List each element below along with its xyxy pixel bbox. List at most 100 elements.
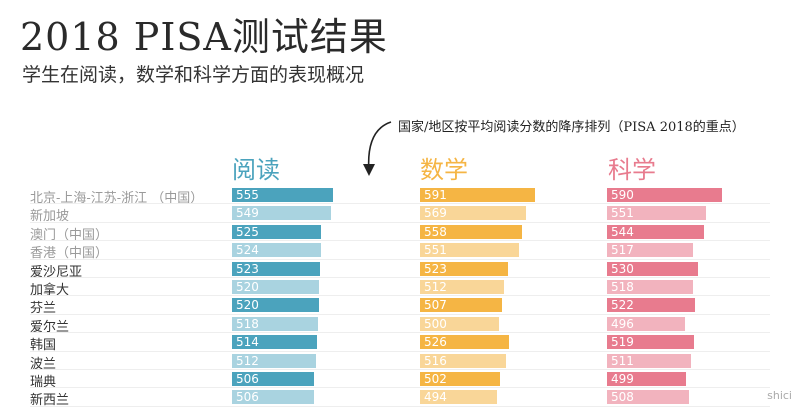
country-label: 芬兰 <box>30 301 57 317</box>
bar-value-label: 526 <box>424 335 447 350</box>
country-label: 加拿大 <box>30 282 70 298</box>
arrow-icon <box>363 121 392 176</box>
row-divider <box>30 203 770 205</box>
bar-science: 590 <box>607 188 722 202</box>
bar-reading: 549 <box>232 206 331 221</box>
bar-science: 499 <box>607 371 686 386</box>
table-row: 新西兰 506 494 508 <box>0 388 800 408</box>
country-label: 爱沙尼亚 <box>30 264 83 280</box>
bar-value-label: 499 <box>611 371 634 386</box>
bar-value-label: 530 <box>611 261 634 276</box>
country-label: 新加坡 <box>30 209 70 225</box>
row-divider <box>30 387 770 389</box>
bar-math: 500 <box>420 316 499 331</box>
bar-math: 494 <box>420 390 497 405</box>
row-divider <box>30 350 770 352</box>
bar-reading: 523 <box>232 261 320 276</box>
row-divider <box>30 368 770 370</box>
row-divider <box>30 295 770 297</box>
bar-value-label: 507 <box>424 298 447 313</box>
country-label: 澳门（中国） <box>30 227 109 243</box>
page-title: 2018 PISA测试结果 <box>20 15 388 59</box>
bar-value-label: 511 <box>611 353 634 368</box>
table-row: 爱尔兰 518 500 496 <box>0 315 800 335</box>
bar-science: 508 <box>607 390 689 405</box>
bar-science: 551 <box>607 206 706 221</box>
bar-value-label: 508 <box>611 390 634 405</box>
table-row: 澳门（中国） 525 558 544 <box>0 223 800 243</box>
bar-math: 512 <box>420 279 504 294</box>
bar-science: 511 <box>607 353 691 368</box>
bar-reading: 555 <box>232 188 333 202</box>
bar-math: 507 <box>420 298 502 313</box>
bar-value-label: 569 <box>424 206 447 221</box>
bar-value-label: 519 <box>611 335 634 350</box>
bar-value-label: 558 <box>424 224 447 239</box>
bar-reading: 520 <box>232 298 319 313</box>
bar-science: 517 <box>607 243 693 258</box>
bar-reading: 506 <box>232 371 314 386</box>
bar-value-label: 516 <box>424 353 447 368</box>
row-divider <box>30 276 770 278</box>
country-label: 爱尔兰 <box>30 319 70 335</box>
table-row: 瑞典 506 502 499 <box>0 370 800 390</box>
bar-value-label: 520 <box>236 279 259 294</box>
bar-math: 558 <box>420 224 522 239</box>
bar-value-label: 494 <box>424 390 447 405</box>
table-row: 加拿大 520 512 518 <box>0 278 800 298</box>
country-label: 北京-上海-江苏-浙江 （中国） <box>30 191 204 206</box>
bar-science: 519 <box>607 335 694 350</box>
bar-reading: 524 <box>232 243 321 258</box>
bar-value-label: 520 <box>236 298 259 313</box>
column-header-science: 科学 <box>608 156 656 184</box>
bar-value-label: 551 <box>611 206 634 221</box>
bar-math: 526 <box>420 335 509 350</box>
country-label: 瑞典 <box>30 374 57 390</box>
bar-value-label: 549 <box>236 206 259 221</box>
country-label: 韩国 <box>30 338 57 354</box>
bar-reading: 518 <box>232 316 318 331</box>
bar-value-label: 524 <box>236 243 259 258</box>
bar-value-label: 522 <box>611 298 634 313</box>
bar-reading: 514 <box>232 335 317 350</box>
bar-math: 516 <box>420 353 506 368</box>
bar-value-label: 496 <box>611 316 634 331</box>
bar-science: 544 <box>607 224 704 239</box>
bar-value-label: 500 <box>424 316 447 331</box>
bar-math: 591 <box>420 188 535 202</box>
bar-value-label: 591 <box>424 188 447 202</box>
row-divider <box>30 332 770 334</box>
table-row: 韩国 514 526 519 <box>0 333 800 354</box>
bar-value-label: 555 <box>236 188 259 202</box>
country-label: 新西兰 <box>30 393 70 408</box>
bar-value-label: 517 <box>611 243 634 258</box>
bar-math: 502 <box>420 371 500 386</box>
column-header-math: 数学 <box>420 156 468 184</box>
bar-math: 523 <box>420 261 508 276</box>
table-row: 波兰 512 516 511 <box>0 352 800 372</box>
bar-reading: 506 <box>232 390 314 405</box>
bar-value-label: 514 <box>236 335 259 350</box>
table-row: 香港（中国） 524 551 517 <box>0 241 800 262</box>
bar-value-label: 512 <box>424 279 447 294</box>
table-row: 新加坡 549 569 551 <box>0 204 800 225</box>
bar-value-label: 518 <box>236 316 259 331</box>
bar-science: 496 <box>607 316 685 331</box>
bar-math: 551 <box>420 243 519 258</box>
bar-value-label: 525 <box>236 224 259 239</box>
row-divider <box>30 221 770 223</box>
bar-reading: 512 <box>232 353 316 368</box>
column-header-reading: 阅读 <box>232 156 280 184</box>
bar-value-label: 590 <box>611 188 634 202</box>
bar-value-label: 518 <box>611 279 634 294</box>
chart-rows: 北京-上海-江苏-浙江 （中国） 555 591 590 新加坡 549 569 551 澳门（… <box>0 186 800 408</box>
bar-science: 530 <box>607 261 698 276</box>
bar-value-label: 506 <box>236 371 259 386</box>
table-row: 芬兰 520 507 522 <box>0 296 800 317</box>
sort-note: 国家/地区按平均阅读分数的降序排列（PISA 2018的重点） <box>398 120 745 135</box>
bar-value-label: 512 <box>236 353 259 368</box>
table-row: 爱沙尼亚 523 523 530 <box>0 260 800 280</box>
country-label: 香港（中国） <box>30 246 109 262</box>
bar-math: 569 <box>420 206 526 221</box>
bar-science: 522 <box>607 298 695 313</box>
